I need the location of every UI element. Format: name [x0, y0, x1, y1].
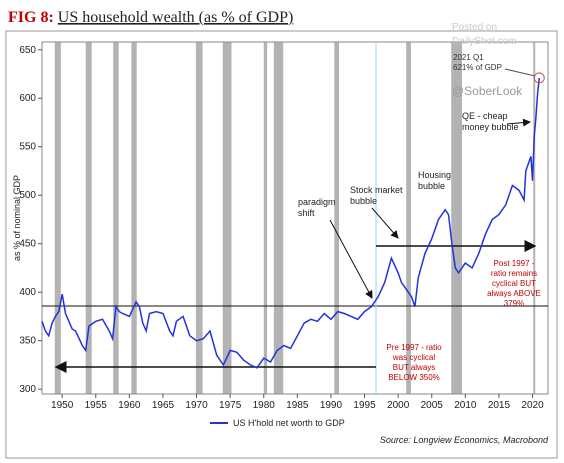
x-tick-label: 2005 — [421, 400, 444, 411]
x-tick-label: 1970 — [185, 400, 208, 411]
recession-band — [195, 42, 203, 394]
recession-band — [131, 42, 137, 394]
annotation: shift — [298, 208, 315, 218]
y-tick-label: 350 — [19, 336, 36, 347]
y-tick-label: 550 — [19, 142, 36, 153]
recession-band — [451, 42, 462, 394]
end-marker — [533, 72, 545, 84]
recession-band — [263, 42, 268, 394]
x-tick-label: 1960 — [118, 400, 141, 411]
x-tick-label: 2010 — [454, 400, 477, 411]
annotation: Housing — [418, 170, 451, 180]
y-tick-label: 300 — [19, 384, 36, 395]
annotation: Post 1997 - — [494, 259, 535, 268]
y-tick-label: 600 — [19, 93, 36, 104]
x-tick-label: 2020 — [521, 400, 544, 411]
annotation: paradigm — [298, 197, 336, 207]
title-text: US household wealth (as % of GDP) — [58, 9, 294, 26]
annotation: was cyclical — [392, 353, 435, 362]
x-tick-label: 1995 — [353, 400, 376, 411]
annotation: ratio remains — [491, 269, 537, 278]
chart-title: FIG 8: US household wealth (as % of GDP) — [8, 9, 293, 26]
recession-band — [113, 42, 119, 394]
series-line — [41, 77, 541, 369]
arrow — [504, 68, 536, 77]
recession-band — [54, 42, 61, 394]
annotation: BUT always — [393, 363, 436, 372]
annotation: Posted on — [452, 22, 497, 33]
annotation: bubble — [418, 181, 445, 191]
annotation: bubble — [350, 196, 377, 206]
y-tick-label: 650 — [19, 45, 36, 56]
x-tick-label: 1955 — [85, 400, 108, 411]
annotation: always ABOVE — [487, 289, 541, 298]
x-tick-label: 1990 — [320, 400, 343, 411]
annotation: DailyShot.com — [452, 36, 516, 47]
plot-frame — [41, 41, 549, 395]
recession-band — [334, 42, 340, 394]
annotation: Stock market — [350, 185, 403, 195]
recession-band — [222, 42, 232, 394]
x-tick-label: 1965 — [152, 400, 175, 411]
recession-band — [533, 42, 536, 394]
arrow — [506, 118, 531, 127]
source-note: Source: Longview Economics, Macrobond — [380, 435, 549, 445]
recession-band — [406, 42, 411, 394]
annotation: 2021 Q1 — [453, 53, 484, 62]
annotation: BELOW 350% — [388, 373, 440, 382]
legend-label: US H'hold net worth to GDP — [233, 418, 345, 428]
y-tick-label: 500 — [19, 190, 36, 201]
annotation: money bubble — [462, 122, 519, 132]
title-prefix: FIG 8: — [8, 9, 54, 26]
y-axis-label: as % of nominal GDP — [12, 175, 22, 261]
outer-frame — [5, 30, 558, 459]
x-tick-label: 2015 — [488, 400, 511, 411]
recession-band — [85, 42, 92, 394]
arrow — [371, 207, 399, 239]
annotation: @SoberLook — [452, 84, 523, 98]
annotation: 379% — [504, 299, 524, 308]
x-tick-label: 1980 — [253, 400, 276, 411]
x-tick-label: 1950 — [51, 400, 74, 411]
x-tick-label: 2000 — [387, 400, 410, 411]
arrow — [329, 219, 373, 299]
annotation: Pre 1997 - ratio — [386, 343, 442, 352]
y-tick-label: 400 — [19, 287, 36, 298]
x-tick-label: 1975 — [219, 400, 242, 411]
annotation: QE - cheap — [462, 111, 508, 121]
recession-band — [273, 42, 284, 394]
x-tick-label: 1985 — [286, 400, 309, 411]
y-tick-label: 450 — [19, 239, 36, 250]
annotation: 621% of GDP — [453, 63, 502, 72]
annotation: cyclical BUT — [492, 279, 536, 288]
